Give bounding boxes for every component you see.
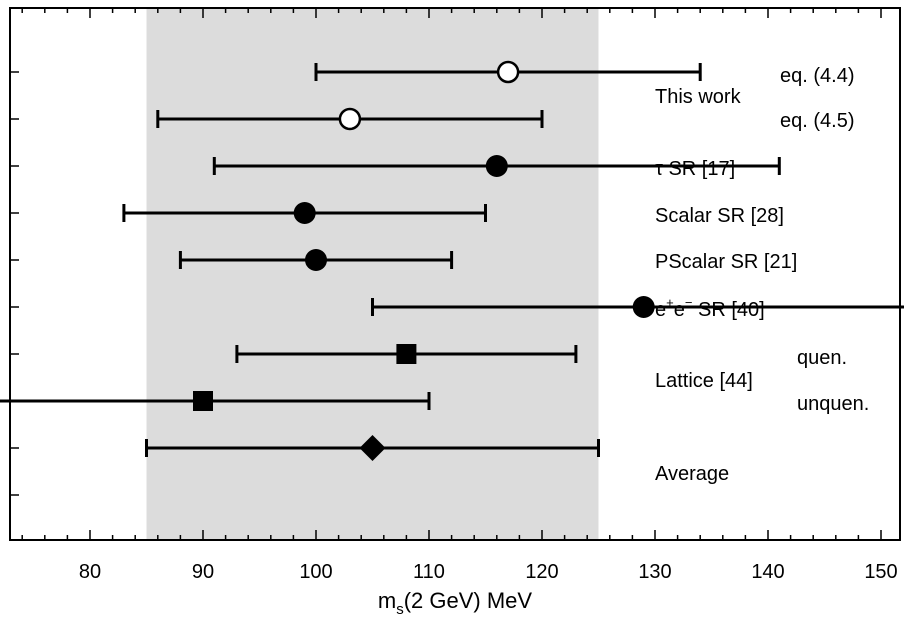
label-scalar-sr: Scalar SR [28] — [655, 205, 784, 227]
label-ee-e2: e — [674, 299, 685, 321]
x-axis-title-rest: (2 GeV) MeV — [404, 588, 533, 613]
label-this-work: This work — [655, 86, 742, 108]
x-tick-label: 140 — [751, 561, 784, 583]
data-point-filled-circle — [632, 296, 655, 318]
x-tick-label: 90 — [192, 561, 214, 583]
label-lattice: Lattice [44] — [655, 370, 753, 392]
points-layer — [0, 60, 904, 461]
x-tick-label: 80 — [79, 561, 101, 583]
data-point-filled-circle — [293, 202, 316, 224]
label-ee-minus: − — [685, 295, 693, 310]
x-tick-label: 130 — [638, 561, 671, 583]
data-point-filled-diamond — [359, 435, 386, 461]
label-average: Average — [655, 463, 729, 485]
data-point-filled-square — [396, 344, 417, 364]
x-tick-label: 150 — [864, 561, 897, 583]
label-unquen: unquen. — [797, 393, 869, 415]
label-eq-4-4: eq. (4.4) — [780, 65, 854, 87]
data-point-filled-circle — [305, 249, 327, 271]
plot-frame — [9, 7, 901, 541]
label-ee-e1: e — [655, 299, 666, 321]
label-quen: quen. — [797, 347, 847, 369]
label-ee-plus: + — [666, 295, 674, 310]
label-eq-4-5: eq. (4.5) — [780, 110, 854, 132]
data-point-filled-square — [193, 391, 213, 411]
x-tick-label: 100 — [299, 561, 332, 583]
label-pscalar-sr: PScalar SR [21] — [655, 251, 797, 273]
x-axis-title-sub: s — [396, 601, 404, 618]
label-ee-rest: SR [40] — [692, 299, 764, 321]
label-tau-sr: τ SR [17] — [655, 158, 735, 180]
tick-layer: 708090100110120130140150 — [10, 8, 898, 583]
x-axis-title: ms(2 GeV) MeV — [378, 588, 533, 618]
data-point-filled-circle — [485, 155, 508, 177]
x-tick-label: 110 — [413, 561, 445, 583]
x-tick-label: 120 — [525, 561, 558, 583]
label-ee-sr: e+e− SR [40] — [655, 295, 765, 321]
x-axis-title-m: m — [378, 588, 396, 613]
data-point-open-circle — [338, 107, 362, 131]
data-point-open-circle — [496, 60, 520, 84]
